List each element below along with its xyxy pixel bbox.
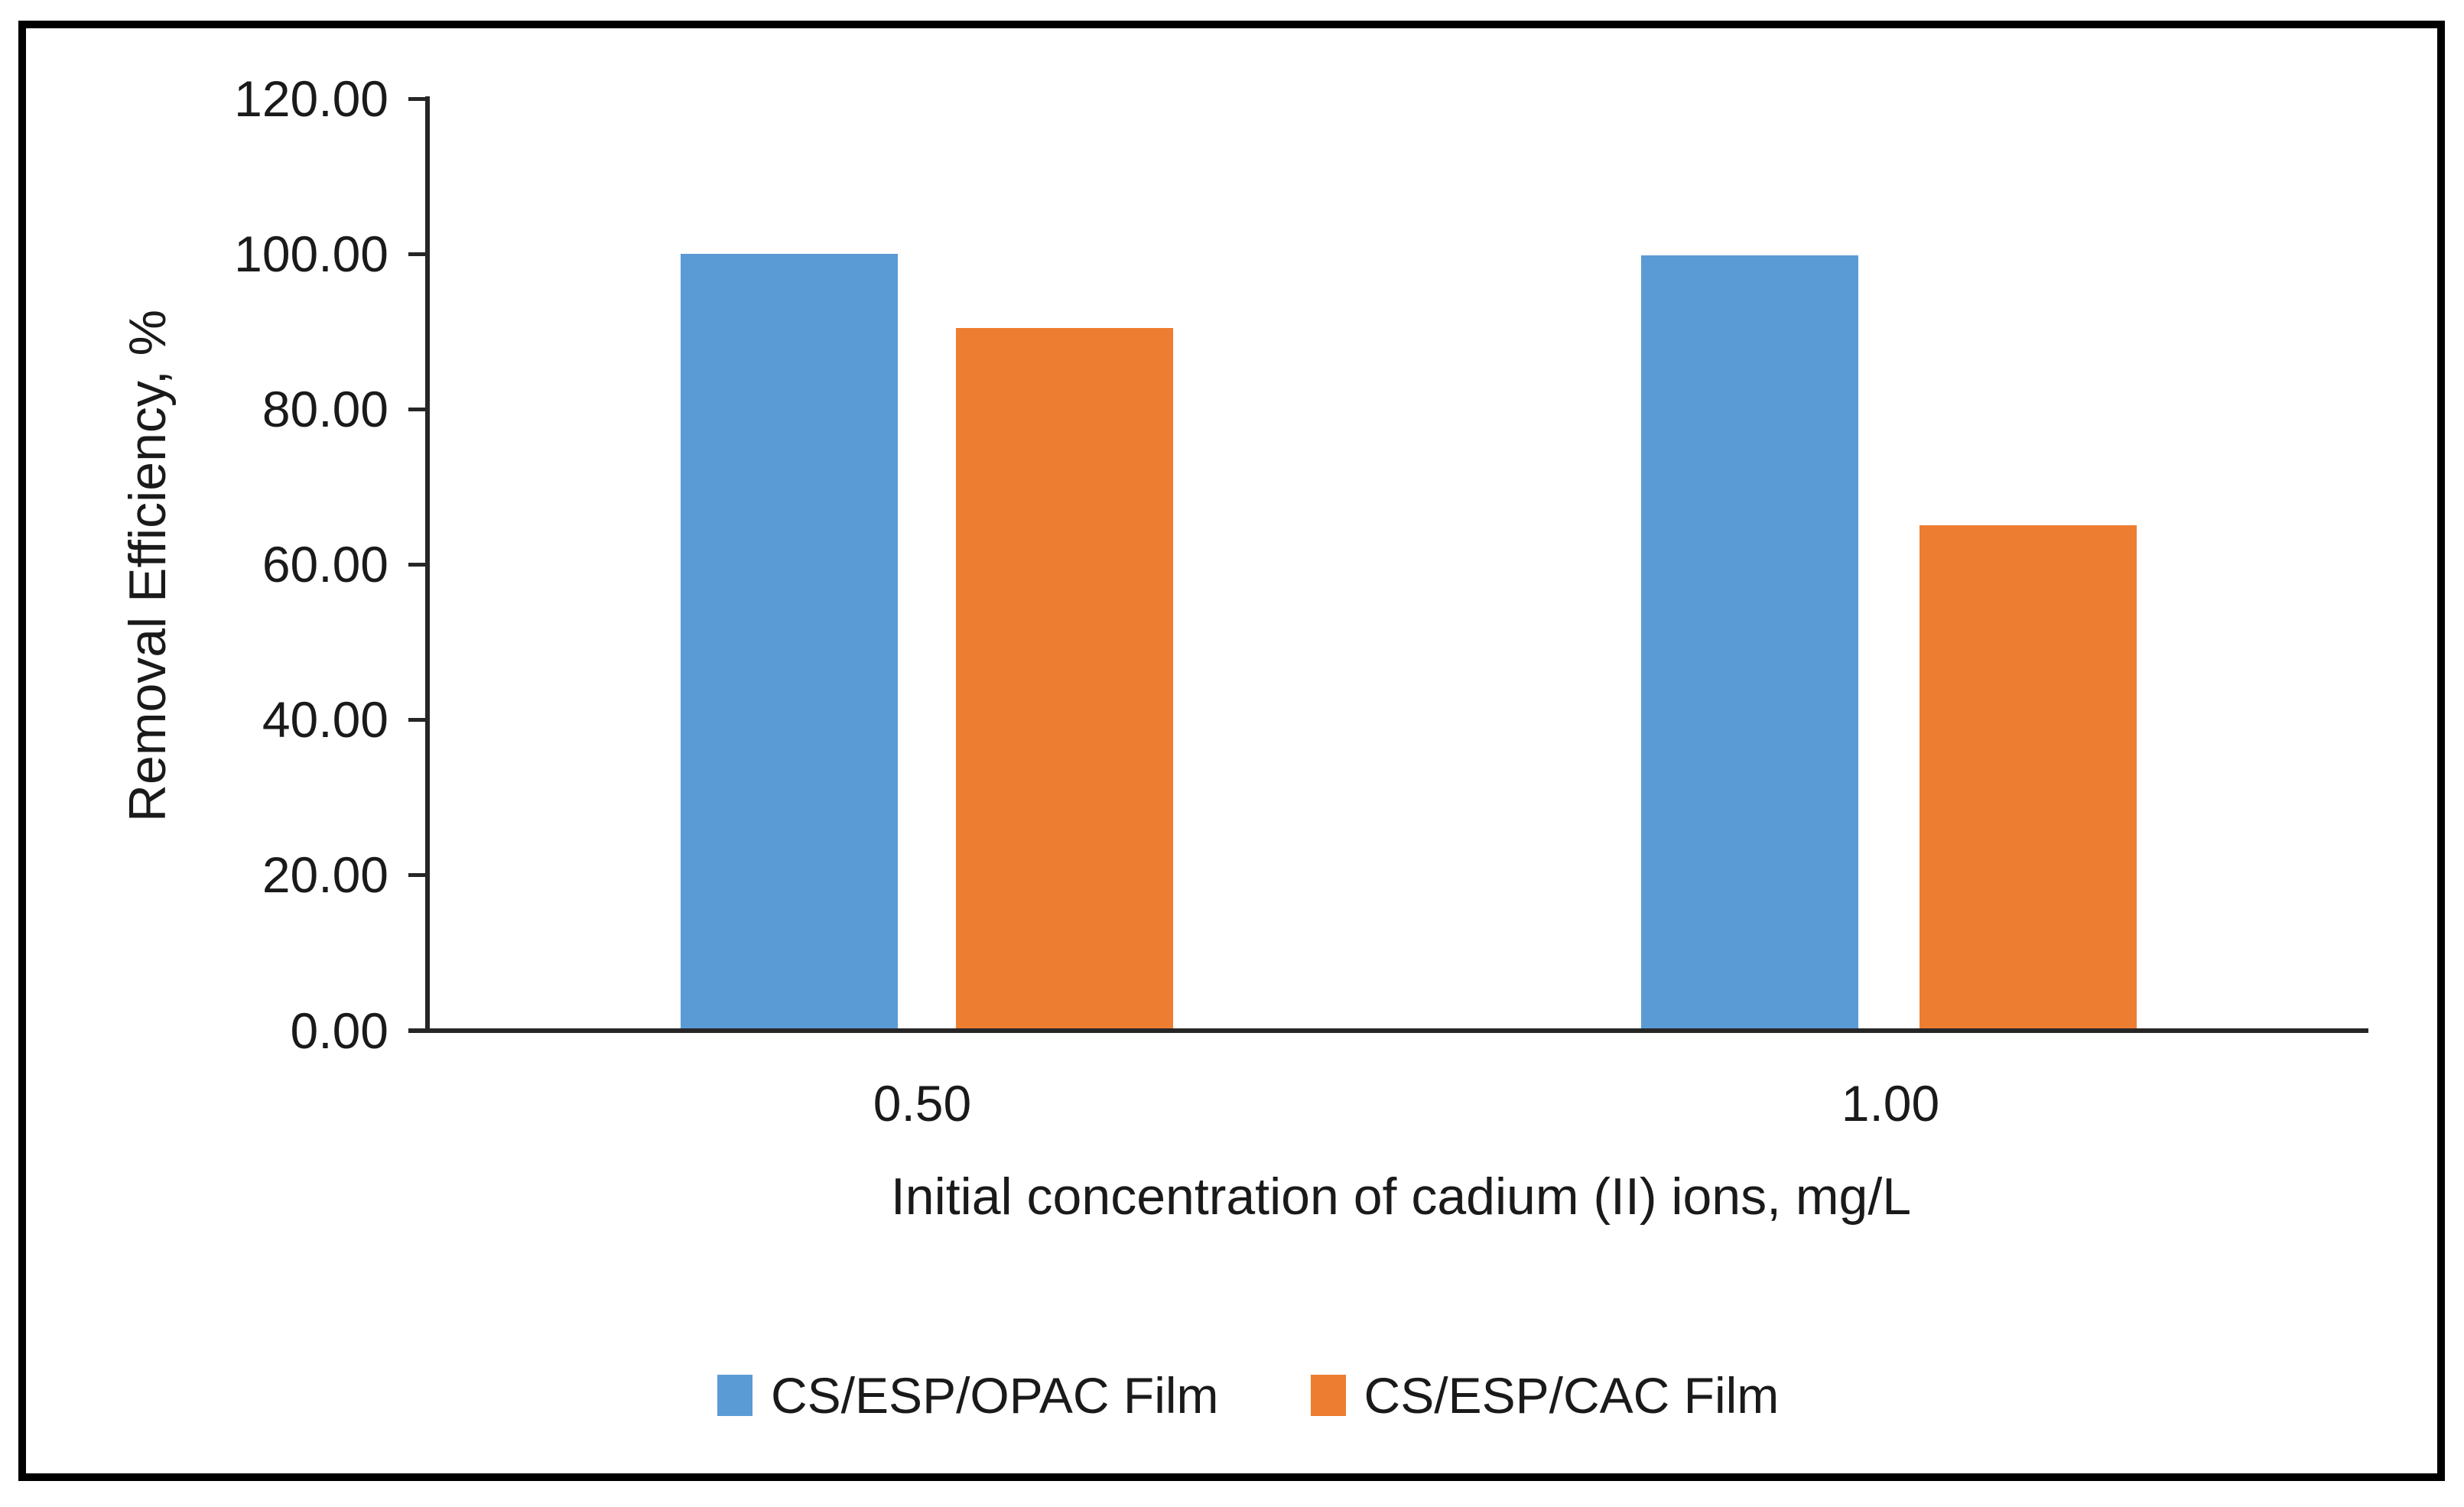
x-axis-title: Initial concentration of cadium (II) ion… [890, 1168, 1912, 1226]
legend-item-cac-film: CS/ESP/CAC Film [1310, 1366, 1780, 1424]
y-tick-mark [408, 408, 428, 411]
legend-item-opac-film: CS/ESP/OPAC Film [717, 1366, 1219, 1424]
y-tick-mark [408, 97, 428, 101]
x-tick-label-100: 1.00 [1841, 1075, 1940, 1132]
y-tick-label-0: 0.00 [290, 1002, 388, 1059]
y-tick-mark [408, 252, 428, 256]
y-tick-mark [408, 563, 428, 567]
y-tick-label-80: 80.00 [262, 381, 388, 437]
x-axis-line [408, 1028, 2368, 1033]
y-tick-label-40: 40.00 [262, 691, 388, 748]
y-tick-mark [408, 718, 428, 722]
y-tick-label-100: 100.00 [234, 226, 388, 282]
bar-cac-film-conc-050 [956, 328, 1173, 1031]
legend-swatch-opac-film [717, 1375, 753, 1416]
legend-label-cac-film: CS/ESP/CAC Film [1364, 1367, 1780, 1424]
y-axis-line [425, 96, 430, 1033]
y-tick-label-60: 60.00 [262, 536, 388, 593]
legend-swatch-cac-film [1310, 1375, 1346, 1416]
bar-cac-film-conc-100 [1920, 525, 2137, 1031]
y-tick-label-20: 20.00 [262, 846, 388, 903]
y-tick-mark [408, 873, 428, 877]
x-tick-label-050: 0.50 [873, 1075, 972, 1132]
legend-label-opac-film: CS/ESP/OPAC Film [771, 1367, 1219, 1424]
y-tick-label-120: 120.00 [234, 70, 388, 127]
legend: CS/ESP/OPAC Film CS/ESP/CAC Film [717, 1365, 1779, 1426]
bar-opac-film-conc-050 [681, 254, 898, 1031]
bar-opac-film-conc-100 [1641, 255, 1858, 1031]
